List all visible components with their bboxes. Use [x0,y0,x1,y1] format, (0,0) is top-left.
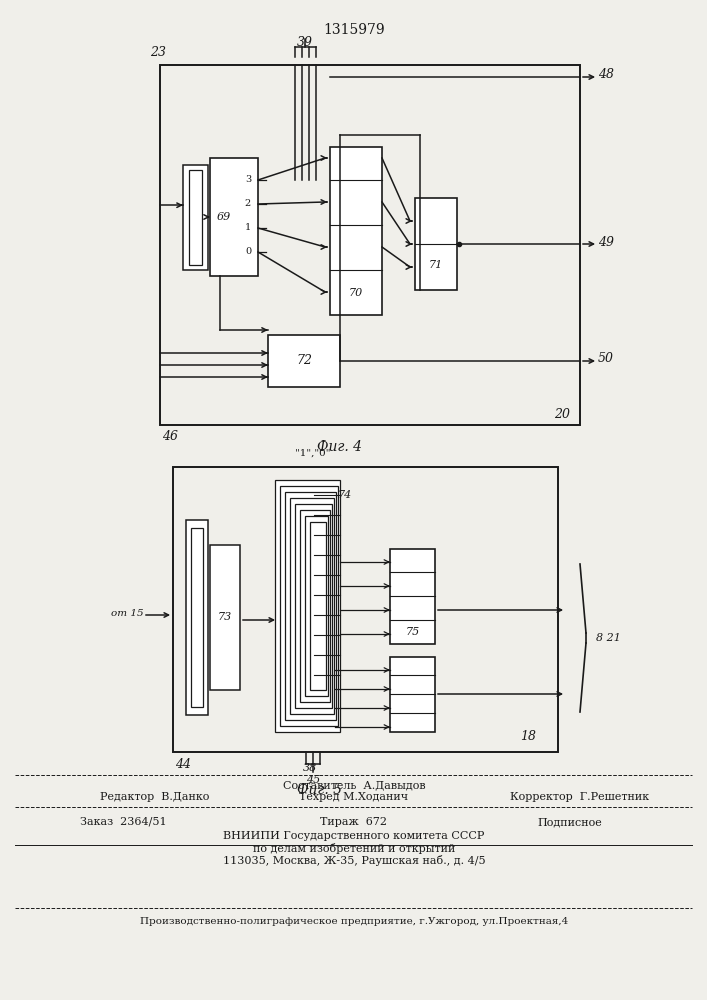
Bar [173,467,558,752]
Text: Редактор  В.Данко: Редактор В.Данко [100,792,209,802]
Bar [295,504,332,708]
Text: "1","0": "1","0" [296,448,331,458]
Bar [275,480,340,732]
Text: ВНИИПИ Государственного комитета СССР: ВНИИПИ Государственного комитета СССР [223,831,485,841]
Text: 49: 49 [598,235,614,248]
Text: Составитель  А.Давыдов: Составитель А.Давыдов [283,780,426,790]
Bar [210,158,258,276]
Text: 39: 39 [297,36,313,49]
Bar [160,65,580,425]
Bar [390,549,435,644]
Text: Производственно-полиграфическое предприятие, г.Ужгород, ул.Проектная,4: Производственно-полиграфическое предприя… [140,918,568,926]
Text: 69: 69 [217,212,231,222]
Text: 23: 23 [150,46,166,60]
Text: 20: 20 [554,408,570,422]
Text: 48: 48 [598,68,614,82]
Bar [300,510,330,702]
Text: 8 21: 8 21 [595,633,621,643]
Text: Корректор  Г.Решетник: Корректор Г.Решетник [510,792,650,802]
Bar [390,657,435,732]
Text: 73: 73 [218,612,232,622]
Bar [290,498,334,714]
Bar [305,516,328,696]
Text: 38: 38 [303,763,317,773]
Text: 3: 3 [245,176,251,184]
Text: Техред М.Ходанич: Техред М.Ходанич [300,792,409,802]
Bar [280,486,338,726]
Text: 113035, Москва, Ж-35, Раушская наб., д. 4/5: 113035, Москва, Ж-35, Раушская наб., д. … [223,854,485,865]
Text: 45: 45 [306,775,320,785]
Text: 74: 74 [338,490,352,500]
Text: 75: 75 [405,627,420,637]
Text: Тираж  672: Тираж 672 [320,817,387,827]
Text: 46: 46 [162,430,178,444]
Text: 71: 71 [429,260,443,270]
Text: Фиг. 5: Фиг. 5 [298,783,342,797]
Text: 50: 50 [598,353,614,365]
Text: от 15: от 15 [111,608,144,617]
Text: 70: 70 [349,288,363,298]
Bar [268,335,340,387]
Bar [285,492,336,720]
Text: Подписное: Подписное [537,817,602,827]
Bar [310,522,326,690]
Text: 1: 1 [245,224,251,232]
Text: 18: 18 [520,730,536,742]
Text: 72: 72 [296,355,312,367]
Text: по делам изобретений и открытий: по делам изобретений и открытий [253,842,455,854]
Text: 1315979: 1315979 [323,23,385,37]
Bar [330,147,382,315]
Text: 44: 44 [175,758,191,770]
Bar [415,198,457,290]
Text: Заказ  2364/51: Заказ 2364/51 [80,817,167,827]
Text: Фиг. 4: Фиг. 4 [317,440,363,454]
Bar [183,165,208,270]
Text: 0: 0 [245,247,251,256]
Bar [191,528,203,707]
Bar [189,170,202,265]
Bar [210,545,240,690]
Bar [186,520,208,715]
Text: 2: 2 [245,200,251,209]
